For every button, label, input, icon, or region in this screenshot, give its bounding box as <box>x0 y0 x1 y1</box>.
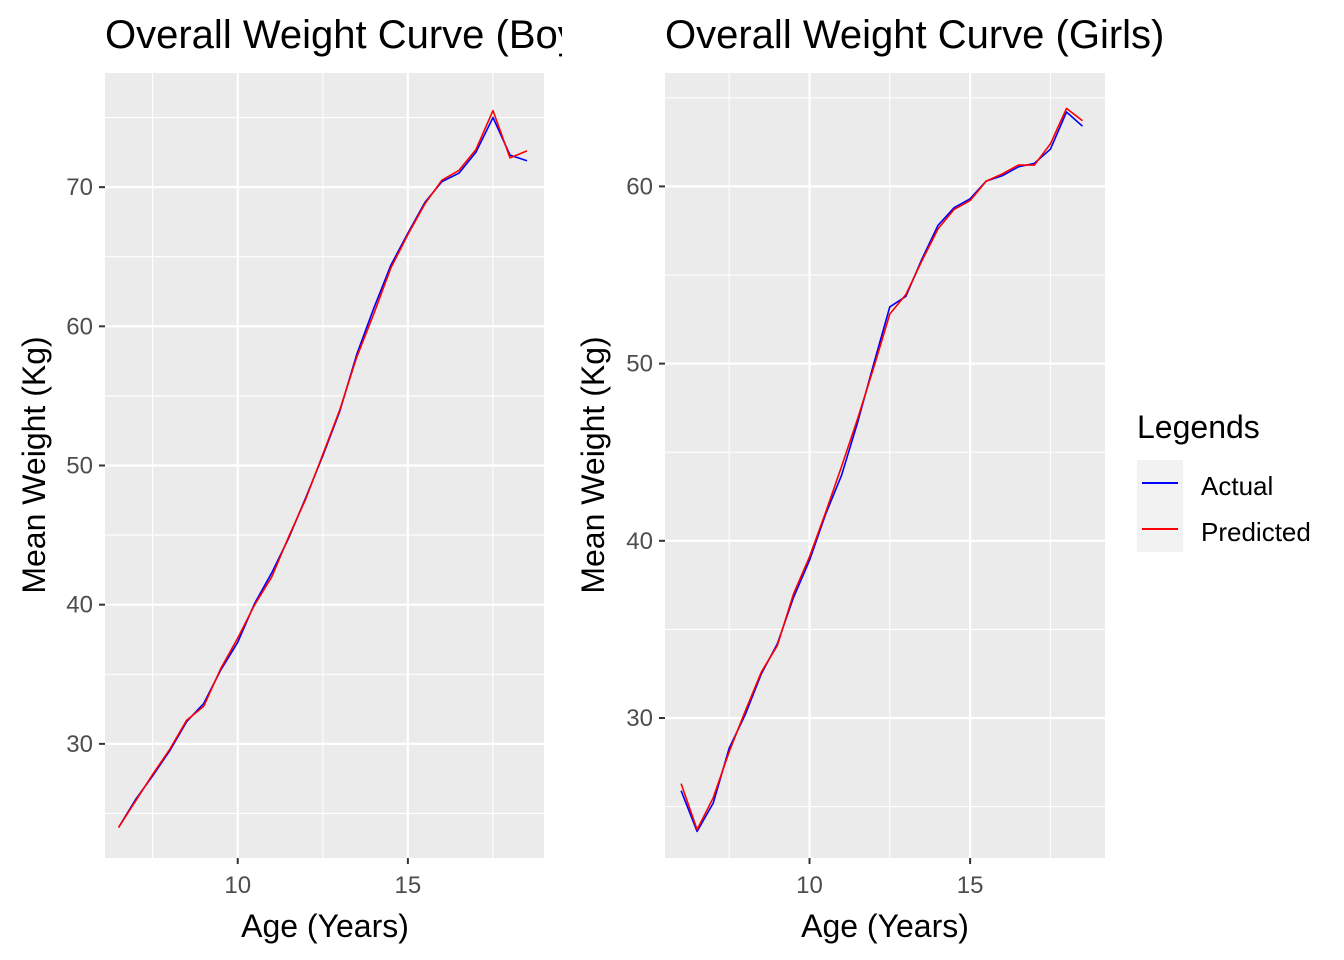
boys-x-axis-label: Age (Years) <box>241 908 409 944</box>
legend: Legends Actual Predicted <box>1137 409 1311 552</box>
girls-y-tick-label: 60 <box>626 173 653 200</box>
boys-x-tick-label: 15 <box>395 872 422 899</box>
boys-weight-chart: 30 40 50 60 70 10 15 Overall Weight Curve (Bo… <box>16 13 611 944</box>
girls-series-actual-line <box>680 111 1084 833</box>
girls-x-axis: 10 15 <box>796 858 983 899</box>
girls-panel-background <box>665 73 1105 858</box>
legend-label-predicted: Predicted <box>1201 517 1311 547</box>
boys-y-tick-label: 40 <box>66 592 93 619</box>
boys-chart-title: Overall Weight Curve (Boys) <box>105 13 611 57</box>
girls-weight-chart: 30 40 50 60 10 15 Overall Weight Curve (Girl… <box>575 13 1164 944</box>
girls-series-predicted-line <box>680 107 1083 831</box>
boys-y-tick-label: 30 <box>66 731 93 758</box>
boys-y-tick-label: 60 <box>66 313 93 340</box>
boys-series-predicted-line <box>117 109 528 828</box>
girls-y-tick-label: 40 <box>626 528 653 555</box>
girls-gridlines <box>665 73 1105 858</box>
girls-series-lines <box>680 107 1084 833</box>
girls-chart-title: Overall Weight Curve (Girls) <box>665 13 1164 57</box>
girls-x-tick-label: 15 <box>957 872 984 899</box>
boys-y-tick-label: 70 <box>66 174 93 201</box>
girls-x-axis-label: Age (Years) <box>801 908 969 944</box>
boys-series-lines <box>117 109 528 828</box>
girls-y-tick-label: 50 <box>626 351 653 378</box>
girls-x-tick-label: 10 <box>796 872 823 899</box>
boys-y-tick-label: 50 <box>66 453 93 480</box>
boys-y-axis-label: Mean Weight (Kg) <box>16 336 52 593</box>
girls-y-tick-label: 30 <box>626 705 653 732</box>
boys-x-tick-label: 10 <box>224 872 251 899</box>
boys-x-axis: 10 15 <box>224 858 421 899</box>
legend-title: Legends <box>1137 409 1260 445</box>
boys-y-axis: 30 40 50 60 70 <box>66 174 105 758</box>
legend-label-actual: Actual <box>1201 471 1273 501</box>
legend-key-background <box>1137 460 1183 552</box>
girls-y-axis-label: Mean Weight (Kg) <box>575 336 611 593</box>
boys-gridlines <box>105 73 544 858</box>
girls-y-axis: 30 40 50 60 <box>626 173 665 732</box>
